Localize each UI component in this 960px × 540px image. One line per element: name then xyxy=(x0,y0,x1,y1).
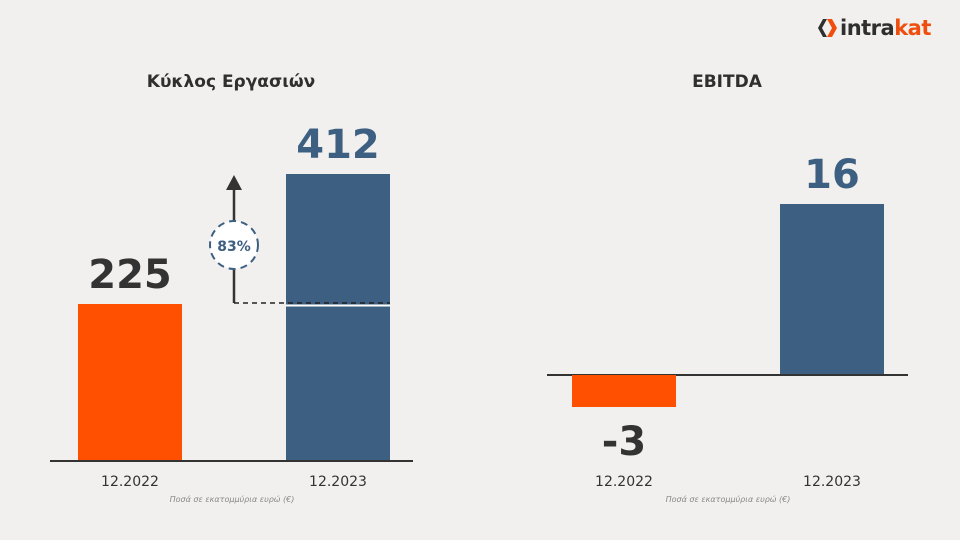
units-note: Ποσά σε εκατομμύρια ευρώ (€) xyxy=(665,495,791,504)
value-label: 16 xyxy=(804,152,860,199)
growth-annotation: 83% xyxy=(209,175,390,307)
units-note: Ποσά σε εκατομμύρια ευρώ (€) xyxy=(169,495,295,504)
arrow-up-icon xyxy=(226,175,242,190)
x-tick-label: 12.2023 xyxy=(803,474,861,490)
intrakat-logo: intra kat xyxy=(818,16,931,40)
growth-percent: 83% xyxy=(217,239,251,255)
bar-12.2023 xyxy=(286,174,390,460)
bar-12.2022 xyxy=(572,375,676,407)
chart2-title: EBITDA xyxy=(692,72,762,92)
percent-circle xyxy=(209,220,259,270)
chart1-title: Κύκλος Εργασιών xyxy=(146,72,316,92)
x-tick-label: 12.2022 xyxy=(595,474,653,490)
value-label: 225 xyxy=(88,252,172,299)
x-tick-label: 12.2023 xyxy=(309,474,367,490)
bar-12.2023 xyxy=(780,204,884,374)
value-label: 412 xyxy=(296,122,380,169)
value-label: -3 xyxy=(601,418,647,465)
x-axis-line xyxy=(50,460,413,462)
x-axis-line xyxy=(547,374,908,376)
logo-text-kat: kat xyxy=(894,16,931,40)
x-tick-label: 12.2022 xyxy=(101,474,159,490)
logo-text-intra: intra xyxy=(840,16,895,40)
logo-chevron-icon xyxy=(818,19,837,37)
bar-12.2022 xyxy=(78,304,182,460)
